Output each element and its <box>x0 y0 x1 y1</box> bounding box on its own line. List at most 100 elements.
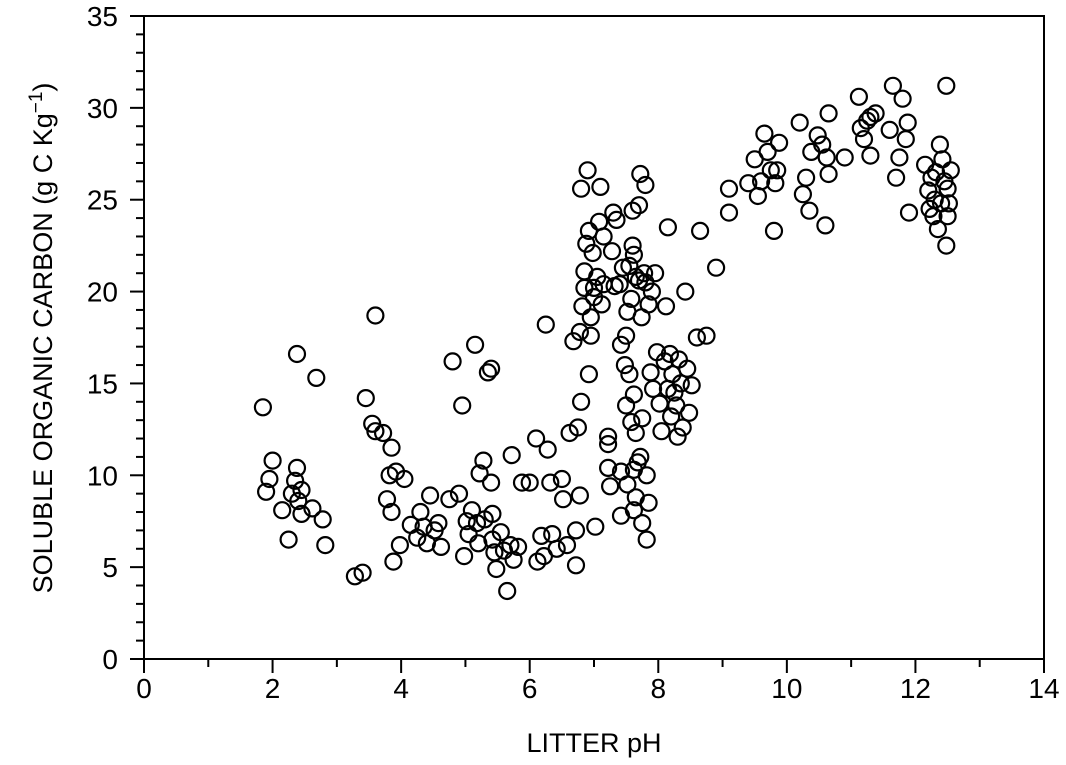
data-point <box>598 458 618 477</box>
data-point <box>899 203 919 222</box>
y-tick-label: 25 <box>87 185 118 216</box>
data-point <box>642 282 662 301</box>
data-point <box>421 486 440 505</box>
data-point <box>570 486 590 505</box>
data-point <box>890 148 909 167</box>
data-point <box>690 221 710 240</box>
data-point <box>634 264 654 283</box>
data-point <box>697 326 716 345</box>
data-point <box>287 458 307 477</box>
data-point <box>922 168 941 187</box>
data-point <box>629 196 649 215</box>
data-point <box>457 512 476 531</box>
data-point <box>919 181 938 200</box>
data-point <box>287 344 307 364</box>
data-point <box>682 376 701 395</box>
data-point <box>616 396 636 415</box>
data-point <box>671 374 690 393</box>
data-point <box>571 179 591 198</box>
data-point <box>374 423 393 443</box>
data-point <box>938 207 957 226</box>
data-point <box>286 471 305 490</box>
data-point <box>443 352 462 371</box>
data-point <box>764 221 784 240</box>
data-point <box>520 473 539 492</box>
y-axis-title: SOLUBLE ORGANIC CARBON (g C Kg−1) <box>26 83 58 594</box>
x-tick-label: 14 <box>1028 673 1059 704</box>
data-point <box>512 473 532 492</box>
data-point <box>758 142 777 161</box>
data-point <box>478 363 497 382</box>
data-point <box>768 161 787 180</box>
data-point <box>938 179 957 198</box>
data-point <box>637 530 656 549</box>
data-point <box>356 389 375 408</box>
y-tick-label: 10 <box>87 460 118 491</box>
data-point <box>502 446 521 465</box>
data-point <box>896 130 915 149</box>
data-point <box>292 480 311 500</box>
data-point <box>623 236 642 255</box>
data-point <box>566 556 586 575</box>
data-point <box>854 130 874 149</box>
data-point <box>589 212 609 231</box>
data-point <box>673 418 692 437</box>
data-point <box>816 216 835 235</box>
data-point <box>598 427 618 446</box>
data-point <box>538 440 557 459</box>
data-point <box>570 322 590 342</box>
data-point <box>636 175 655 195</box>
data-point <box>641 363 660 382</box>
data-point <box>552 469 572 489</box>
data-point <box>384 552 403 571</box>
data-point <box>482 359 501 378</box>
data-point <box>639 295 658 314</box>
data-points <box>253 76 960 601</box>
data-point <box>622 289 641 308</box>
data-point <box>800 201 819 220</box>
data-point <box>602 242 622 261</box>
data-point <box>598 435 618 454</box>
data-point <box>377 490 397 509</box>
data-point <box>650 394 669 413</box>
y-tick-label: 0 <box>102 644 118 675</box>
data-point <box>661 407 681 426</box>
data-point <box>366 422 385 441</box>
y-tick-label: 35 <box>87 1 118 32</box>
data-point <box>382 438 401 457</box>
data-point <box>656 297 676 316</box>
data-point <box>253 398 272 417</box>
data-point <box>466 335 485 354</box>
data-point <box>594 227 613 246</box>
data-point <box>819 164 838 184</box>
data-point <box>652 422 671 441</box>
data-point <box>390 535 409 555</box>
data-point <box>678 359 697 378</box>
x-axis-title: LITTER pH <box>526 728 661 758</box>
data-point <box>564 332 583 351</box>
data-point <box>930 135 950 154</box>
data-point <box>508 537 528 557</box>
y-axis-title-close: ) <box>28 83 58 92</box>
data-point <box>504 550 523 569</box>
data-point <box>547 539 566 558</box>
data-point <box>620 365 639 384</box>
data-point <box>679 403 699 422</box>
data-point <box>663 365 682 384</box>
data-point <box>568 418 588 437</box>
data-point <box>819 104 838 123</box>
data-point <box>303 499 322 518</box>
data-point <box>645 264 665 283</box>
data-point <box>835 148 854 167</box>
data-point <box>579 365 599 384</box>
x-tick-label: 2 <box>265 673 281 704</box>
data-point <box>636 273 655 292</box>
y-tick-label: 5 <box>102 552 118 583</box>
data-point <box>526 429 546 448</box>
x-tick-label: 4 <box>393 673 409 704</box>
data-point <box>411 502 430 522</box>
data-point <box>623 201 642 220</box>
data-point <box>482 473 501 492</box>
data-point <box>766 174 785 193</box>
data-point <box>273 501 292 520</box>
